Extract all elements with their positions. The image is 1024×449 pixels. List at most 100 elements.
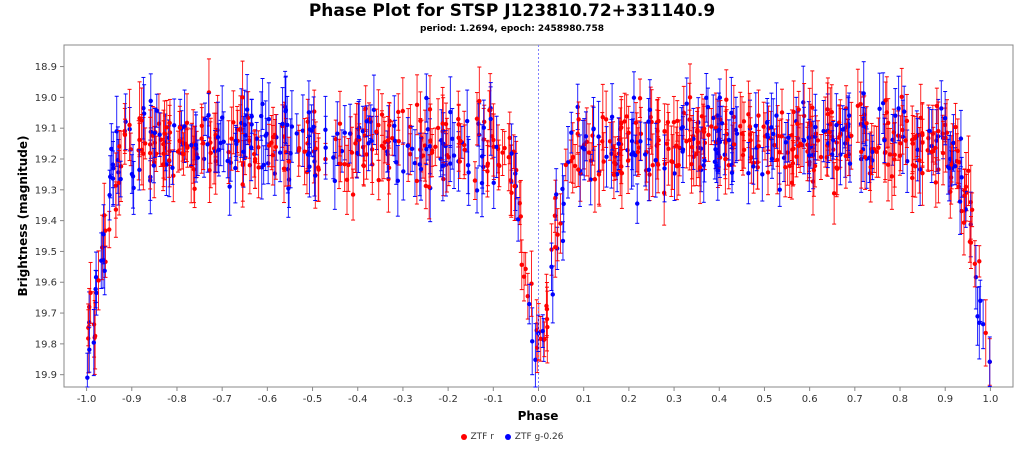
data-point-ztf-g [711, 94, 716, 142]
data-point-ztf-r [855, 68, 861, 143]
data-point-ztf-g [662, 134, 667, 203]
data-point-ztf-r [933, 157, 938, 208]
data-point-ztf-r [635, 127, 641, 177]
data-point-ztf-r [956, 140, 962, 185]
data-point-ztf-r [538, 316, 543, 362]
data-point-ztf-g [331, 135, 336, 180]
data-point-ztf-g [244, 74, 250, 146]
data-point-ztf-r [843, 123, 849, 189]
data-point-ztf-g [616, 117, 621, 171]
data-point-ztf-g [729, 76, 734, 149]
data-point-ztf-g [102, 246, 107, 296]
x-tick-label: 0.5 [756, 394, 772, 405]
data-point-ztf-r [611, 150, 617, 200]
data-point-ztf-g [466, 138, 471, 206]
y-axis: 18.9 19.0 19.1 19.2 19.3 19.4 19.5 19.6 19.7 19.8… [35, 62, 64, 381]
data-point-ztf-g [726, 119, 732, 161]
data-point-ztf-r [586, 123, 592, 182]
data-point-ztf-r [796, 123, 801, 169]
data-point-ztf-g [591, 106, 596, 151]
data-point-ztf-r [400, 77, 406, 145]
data-point-ztf-r [723, 123, 728, 195]
data-point-ztf-r [624, 94, 629, 139]
data-point-ztf-r [600, 83, 605, 151]
data-point-ztf-r [139, 87, 144, 154]
data-point-ztf-g [765, 120, 771, 154]
data-point-ztf-r [967, 220, 973, 263]
data-point-ztf-r [342, 136, 347, 192]
data-point-ztf-r [697, 130, 703, 205]
data-point-ztf-r [953, 102, 958, 152]
data-point-ztf-r [487, 73, 493, 148]
x-tick-label: 0.0 [531, 394, 547, 405]
y-tick-label: 19.0 [35, 93, 57, 104]
data-point-ztf-r [143, 127, 148, 160]
data-point-ztf-r [88, 261, 93, 324]
data-point-ztf-g [877, 72, 882, 145]
x-tick-label: 0.2 [621, 394, 637, 405]
data-point-ztf-g [412, 129, 418, 197]
data-point-ztf-r [818, 134, 824, 180]
data-point-ztf-r [674, 132, 680, 201]
data-point-ztf-g [633, 134, 638, 176]
data-point-ztf-r [296, 129, 302, 167]
data-point-ztf-r [166, 142, 172, 178]
data-point-ztf-g [569, 111, 574, 154]
data-point-ztf-r [231, 90, 236, 155]
data-point-ztf-g [409, 125, 415, 172]
data-point-ztf-g [712, 144, 718, 180]
data-point-ztf-g [715, 140, 720, 201]
data-point-ztf-g [760, 147, 765, 202]
data-point-ztf-r [592, 145, 598, 213]
data-point-ztf-g [533, 323, 538, 388]
data-point-ztf-g [170, 150, 175, 185]
data-point-ztf-g [182, 89, 187, 164]
data-point-ztf-g [893, 88, 898, 144]
data-point-ztf-r [858, 81, 863, 127]
data-point-ztf-g [118, 160, 123, 198]
data-point-ztf-r [240, 60, 245, 135]
y-tick-label: 19.9 [35, 370, 57, 381]
data-point-ztf-r [694, 110, 700, 153]
data-point-ztf-r [477, 66, 482, 136]
x-tick-label: -0.3 [393, 394, 413, 405]
data-point-ztf-g [193, 111, 198, 179]
x-tick-label: -0.2 [438, 394, 458, 405]
data-point-ztf-r [558, 193, 563, 254]
data-point-ztf-g [847, 144, 853, 183]
data-point-ztf-g [242, 89, 247, 160]
data-point-ztf-r [887, 127, 893, 181]
data-point-ztf-g [215, 101, 221, 173]
data-point-ztf-g [465, 136, 471, 195]
data-point-ztf-g [646, 138, 652, 202]
data-point-ztf-g [332, 151, 338, 210]
data-point-ztf-r [512, 151, 517, 221]
data-point-ztf-g [151, 147, 157, 184]
data-point-ztf-r [765, 149, 771, 196]
data-point-ztf-g [323, 115, 328, 180]
data-point-ztf-g [233, 124, 238, 157]
data-point-ztf-g [87, 326, 92, 373]
data-point-ztf-g [813, 93, 818, 161]
data-point-ztf-g [769, 138, 775, 179]
data-point-ztf-g [286, 159, 291, 218]
data-point-ztf-r [113, 152, 119, 219]
data-point-ztf-g [129, 154, 135, 194]
data-point-ztf-g [283, 75, 289, 145]
data-point-ztf-g [488, 82, 493, 156]
data-point-ztf-g [596, 100, 601, 173]
data-point-ztf-g [261, 145, 266, 185]
data-point-ztf-r [414, 157, 420, 205]
data-point-ztf-r [779, 118, 784, 155]
data-point-ztf-g [834, 93, 839, 158]
data-point-ztf-g [807, 118, 812, 192]
legend-item-ztf-r: ZTF r [460, 432, 494, 442]
legend-item-ztf-g: ZTF g-0.26 [504, 432, 563, 442]
x-tick-label: -0.5 [303, 394, 323, 405]
data-point-ztf-g [369, 116, 374, 166]
data-point-ztf-g [110, 150, 116, 207]
data-point-ztf-g [335, 101, 340, 167]
data-point-ztf-r [913, 135, 918, 198]
data-point-ztf-r [739, 96, 745, 171]
